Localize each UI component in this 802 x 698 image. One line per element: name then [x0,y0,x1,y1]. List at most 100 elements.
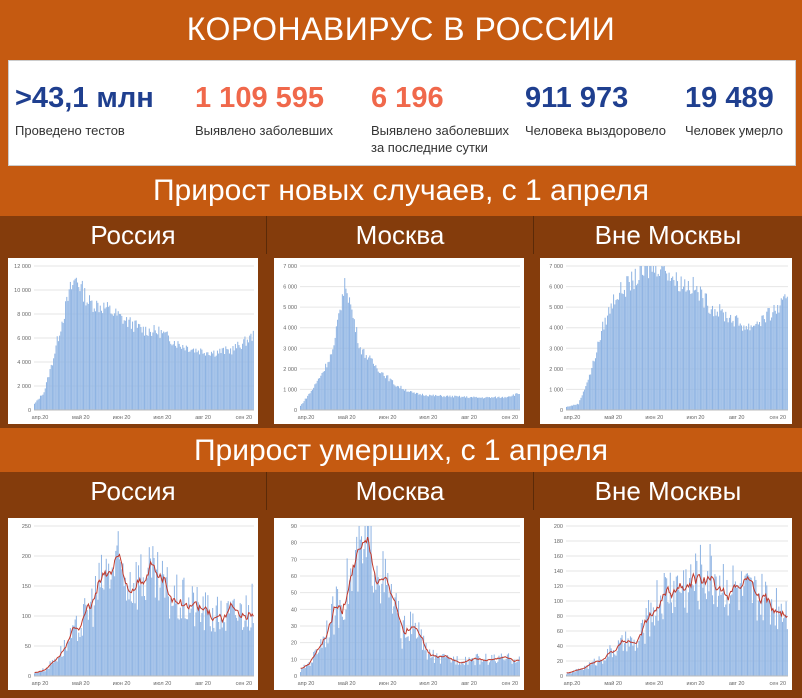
bar [613,650,615,676]
bar [154,330,156,410]
bar [454,659,456,676]
bar [146,334,148,410]
bar [237,620,239,676]
y-tick-label: 6 000 [17,336,31,342]
chart-svg: 0 50 100 150 200 250 апр 20 май 20 июн 20 июл 20 а… [22,524,254,687]
bar [185,345,187,410]
bar [664,270,666,410]
bar [488,662,490,676]
bar [234,615,236,676]
bar [738,610,740,676]
bar [639,636,641,676]
bar [435,655,437,676]
bar [631,271,633,410]
bar [339,599,341,676]
bar [301,668,303,676]
bar [664,577,666,676]
bar [118,314,120,410]
bar [112,315,114,410]
bar [83,301,85,410]
bar [432,394,434,410]
bar [510,396,512,410]
y-tick-label: 160 [554,554,563,560]
bar [73,280,75,410]
bar [142,326,144,410]
bar [751,603,753,676]
bar [42,668,44,676]
bar [427,653,429,676]
bar [661,266,663,410]
section-title-deaths: Прирост умерших, с 1 апреля [0,428,802,474]
bar [353,565,355,676]
chart-svg: 0 20 40 60 80 100 120 140 160 180 200 апр.20 май 20 и… [554,524,788,687]
bar [66,296,68,410]
y-tick-label: 180 [554,539,563,545]
bar [305,665,307,676]
chart-deaths-outside-moscow: 0 20 40 60 80 100 120 140 160 180 200 апр.20 май 20 и… [540,518,792,690]
bar [216,596,218,676]
bar [181,348,183,410]
bar [194,626,196,676]
bar [187,619,189,676]
bar [251,340,253,410]
bar [344,278,346,410]
y-tick-label: 20 [557,659,563,665]
bar [705,599,707,676]
bar [635,641,638,676]
bar [160,574,162,676]
bar [231,354,233,410]
bar [604,660,606,676]
bar [429,649,431,676]
bar [176,347,178,410]
bar [781,299,783,410]
bar [134,603,136,676]
stat-label: Выявлено заболевших за последние сутки [371,122,509,156]
bar [598,341,600,410]
bar [341,616,343,676]
bar [582,670,584,676]
bar [68,641,70,676]
bar [468,398,470,410]
bar [666,578,668,676]
y-tick-label: 1 000 [549,387,563,393]
bar [77,641,79,676]
bar [394,385,396,410]
bar [100,554,102,676]
y-tick-label: 1 000 [283,387,297,393]
bar [453,656,455,676]
bar [614,654,616,676]
bar [635,285,638,410]
y-tick-label: 2 000 [549,367,563,373]
bar [104,308,106,410]
bar [151,335,153,410]
bar [350,304,352,410]
bar [126,317,128,410]
bar [750,325,752,410]
bar [181,618,183,676]
bar [580,669,582,676]
x-tick-label: май 20 [338,680,356,687]
bar [498,396,500,410]
bar [429,394,431,410]
bar [484,660,486,676]
bar [500,653,502,676]
bar [249,335,251,410]
bar [581,395,583,410]
bar [111,314,113,410]
bar [645,266,647,410]
bar [329,622,331,676]
bar [47,377,49,410]
bar [212,353,214,410]
bar [707,571,709,676]
bar [418,622,420,676]
bar [414,393,416,410]
bar [506,396,508,410]
bar [203,352,205,410]
bar [201,613,203,676]
bar [226,603,228,676]
bar [191,586,193,676]
stat-tests: >43,1 млн Проведено тестов [15,81,154,139]
y-tick-label: 100 [554,599,563,605]
bar [105,558,107,676]
bar [129,317,131,410]
